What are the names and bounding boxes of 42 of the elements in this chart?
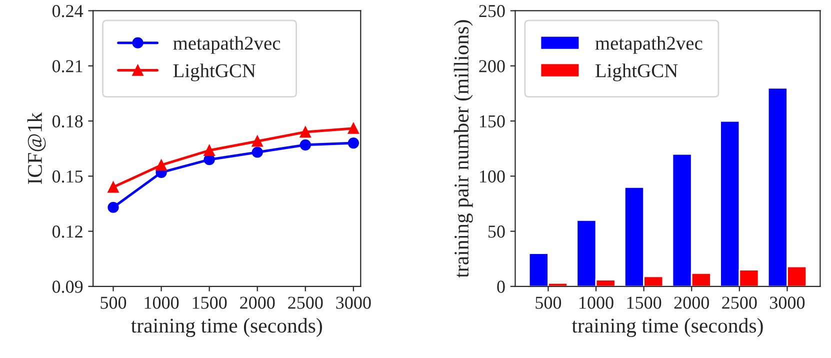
point — [156, 160, 167, 171]
point — [108, 182, 119, 193]
legend-label: metapath2vec — [595, 36, 702, 54]
x-tick-label: 2000 — [240, 296, 275, 309]
y-tick-label: 0.15 — [52, 170, 83, 183]
x-tick-label: 3000 — [770, 296, 805, 309]
y-tick-label: 0.12 — [52, 226, 82, 238]
x-tick-label: 3000 — [336, 296, 371, 309]
x-axis-title: training time (seconds) — [131, 318, 322, 338]
x-tick-label: 1500 — [627, 296, 662, 309]
y-tick-label: 150 — [480, 115, 505, 128]
y-tick-label: 100 — [480, 170, 505, 183]
y-axis-title: training pair number (millions) — [454, 20, 473, 278]
x-tick-label: 500 — [536, 296, 562, 309]
x-axis-title: training time (seconds) — [572, 318, 763, 338]
legend-label: LightGCN — [173, 64, 256, 82]
point — [348, 122, 360, 134]
legend-label: metapath2vec — [173, 36, 280, 54]
point — [204, 144, 215, 156]
y-tick-label: 200 — [479, 60, 505, 72]
legend-label: LightGCN — [596, 64, 678, 82]
y-tick-label: 0 — [497, 280, 505, 293]
x-tick-label: 1500 — [192, 296, 227, 309]
point — [252, 146, 263, 158]
point — [348, 138, 360, 149]
y-tick-label: 0.09 — [52, 280, 83, 293]
x-tick-label: 1000 — [580, 296, 614, 309]
point — [108, 202, 119, 213]
x-tick-label: 2500 — [288, 296, 323, 309]
y-tick-label: 0.18 — [52, 115, 83, 128]
point — [300, 126, 311, 138]
point — [300, 139, 311, 150]
y-tick-label: 250 — [479, 4, 505, 18]
y-axis-title: ICF@1k — [27, 112, 46, 184]
y-tick-label: 0.21 — [52, 60, 82, 72]
x-tick-label: 500 — [100, 296, 126, 309]
point — [252, 136, 263, 147]
y-tick-label: 50 — [488, 226, 505, 238]
x-tick-label: 2000 — [674, 296, 709, 309]
x-tick-label: 2500 — [722, 296, 757, 309]
x-tick-label: 1000 — [144, 296, 179, 309]
y-tick-label: 0.24 — [52, 4, 84, 18]
